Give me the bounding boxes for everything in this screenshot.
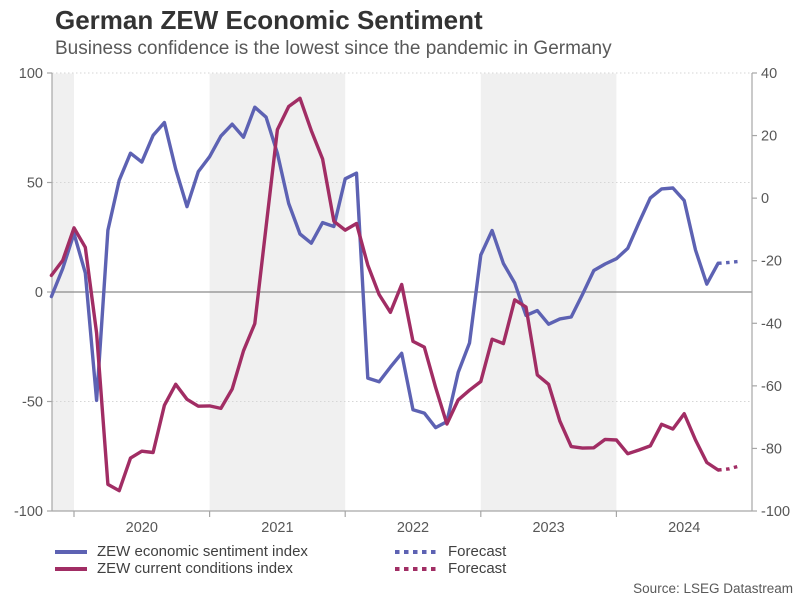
- forecast-line-sentiment: [717, 259, 741, 265]
- sentiment-forecast-swatch: [395, 549, 440, 554]
- series-line-conditions: [49, 96, 720, 493]
- legend-label-forecast-conditions: Forecast: [448, 560, 507, 577]
- legend-label-conditions: ZEW current conditions index: [97, 560, 293, 577]
- axis-tick-label: 2022: [397, 520, 429, 536]
- chart-legend-column-1: ZEW economic sentiment index ZEW current…: [55, 543, 308, 577]
- conditions-forecast-swatch: [395, 566, 440, 571]
- axis-tick-label: 40: [761, 66, 777, 82]
- axis-tick-label: -80: [761, 441, 782, 457]
- legend-item-sentiment: ZEW economic sentiment index: [55, 543, 308, 560]
- right-axis: 40 20 0 -20 -40 -60 -80 -100: [752, 66, 790, 520]
- axis-tick-label: 0: [35, 285, 43, 301]
- axis-tick-label: 0: [761, 191, 769, 207]
- series-line-sentiment: [49, 105, 720, 430]
- chart-legend-column-2: Forecast Forecast: [395, 543, 506, 577]
- legend-label-forecast-sentiment: Forecast: [448, 543, 507, 560]
- source-credit: Source: LSEG Datastream: [633, 581, 793, 596]
- axis-tick-label: 2023: [532, 520, 564, 536]
- axis-tick-label: 20: [761, 129, 777, 145]
- chart-subtitle: Business confidence is the lowest since …: [55, 38, 612, 59]
- axis-tick-label: -100: [761, 504, 790, 520]
- axis-tick-label: -20: [761, 254, 782, 270]
- axis-tick-label: 50: [27, 176, 43, 192]
- legend-item-forecast-sentiment: Forecast: [395, 543, 506, 560]
- x-axis: 2020 2021 2022 2023 2024: [73, 511, 700, 536]
- legend-item-conditions: ZEW current conditions index: [55, 560, 308, 577]
- axis-tick-label: 100: [19, 66, 43, 82]
- sentiment-line-swatch: [55, 549, 87, 554]
- axis-tick-label: 2024: [668, 520, 700, 536]
- axis-tick-label: -60: [761, 379, 782, 395]
- legend-label-sentiment: ZEW economic sentiment index: [97, 543, 308, 560]
- left-axis: 100 50 0 -50 -100: [14, 66, 52, 520]
- axis-tick-label: -40: [761, 316, 782, 332]
- forecast-line-conditions: [717, 463, 742, 472]
- axis-tick-label: 2021: [261, 520, 293, 536]
- legend-item-forecast-conditions: Forecast: [395, 560, 506, 577]
- conditions-line-swatch: [55, 566, 87, 571]
- axis-tick-label: -50: [22, 395, 43, 411]
- axis-tick-label: 2020: [126, 520, 158, 536]
- chart-title: German ZEW Economic Sentiment: [55, 5, 483, 35]
- gridlines: [52, 72, 752, 402]
- axis-tick-label: -100: [14, 504, 43, 520]
